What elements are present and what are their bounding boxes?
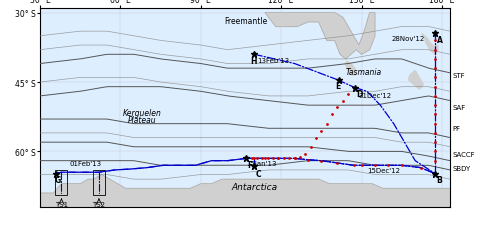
- Text: 13Feb'13: 13Feb'13: [257, 58, 289, 63]
- Text: 15Dec'12: 15Dec'12: [367, 167, 400, 173]
- Text: F: F: [248, 160, 253, 169]
- Text: TS1: TS1: [55, 201, 68, 207]
- Text: Tasmania: Tasmania: [346, 68, 382, 77]
- Polygon shape: [40, 175, 450, 221]
- Text: H: H: [250, 56, 257, 65]
- Text: 28Nov'12: 28Nov'12: [391, 36, 424, 42]
- Text: Kerguelen: Kerguelen: [122, 108, 162, 117]
- Text: PF: PF: [452, 126, 461, 132]
- Text: SBDY: SBDY: [452, 165, 471, 171]
- Text: D: D: [356, 90, 362, 99]
- Text: B: B: [436, 175, 442, 184]
- Bar: [56, 170, 68, 196]
- Text: TS2: TS2: [92, 201, 106, 207]
- Polygon shape: [346, 62, 356, 76]
- Polygon shape: [422, 34, 438, 55]
- Text: Freemantle: Freemantle: [224, 17, 268, 26]
- Polygon shape: [408, 71, 423, 90]
- Text: G: G: [54, 175, 61, 184]
- Text: A: A: [436, 36, 442, 45]
- Text: Antarctica: Antarctica: [232, 182, 278, 191]
- Text: 31Dec'12: 31Dec'12: [359, 92, 392, 99]
- Text: STF: STF: [452, 73, 466, 79]
- Text: SAF: SAF: [452, 105, 466, 111]
- Text: Plateau: Plateau: [128, 115, 156, 124]
- Text: C: C: [256, 169, 262, 178]
- Text: 15Jan'13: 15Jan'13: [246, 160, 277, 166]
- Polygon shape: [265, 14, 375, 60]
- Bar: [93, 170, 105, 196]
- Text: E: E: [335, 82, 340, 91]
- Text: 01Feb'13: 01Feb'13: [70, 160, 102, 166]
- Text: SACCF: SACCF: [452, 151, 475, 157]
